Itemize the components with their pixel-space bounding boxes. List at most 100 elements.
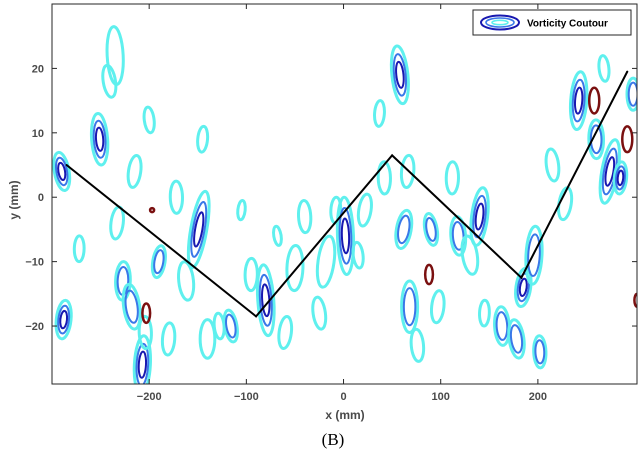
- contour-ring: [285, 244, 305, 293]
- contour-ring: [474, 202, 485, 231]
- contour-ring: [597, 54, 611, 83]
- plot-border: [51, 3, 638, 385]
- vorticity-contour: [54, 298, 73, 341]
- contour-ring: [397, 214, 411, 245]
- path-vertex: [65, 164, 68, 167]
- contour-ring: [587, 118, 606, 161]
- contour-ring: [573, 86, 584, 115]
- y-axis-ticks: −20 −10 0 10 20: [25, 63, 637, 333]
- y-tick-label: 20: [32, 63, 44, 75]
- contour-ring: [516, 272, 530, 303]
- contour-ring: [94, 126, 105, 152]
- vorticity-contour: [394, 208, 414, 250]
- legend-swatch: [480, 14, 520, 31]
- contour-ring: [495, 311, 509, 341]
- vorticity-contour: [351, 240, 365, 270]
- vorticity-contour: [389, 44, 410, 106]
- contour-ring: [89, 112, 110, 167]
- vorticity-contour: [150, 244, 167, 280]
- contour-ring: [524, 224, 544, 286]
- contour-ring: [198, 318, 217, 360]
- contour-ring: [105, 25, 125, 86]
- contour-ring: [186, 189, 211, 270]
- contour-ring: [153, 249, 165, 275]
- contour-ring: [614, 165, 626, 191]
- contour-ring: [373, 99, 386, 128]
- vorticity-contour: [625, 76, 637, 112]
- vorticity-contour: [72, 234, 86, 264]
- vorticity-contour: [311, 295, 328, 331]
- y-axis-label: y (mm): [7, 180, 21, 219]
- path-vertex: [255, 315, 258, 318]
- vorticity-contour: [196, 124, 210, 154]
- vorticity-contour: [532, 334, 548, 370]
- vorticity-contour: [376, 160, 392, 196]
- contour-ring: [177, 260, 196, 302]
- contour-ring: [72, 234, 86, 264]
- contour-ring: [121, 282, 142, 331]
- contour-ring: [356, 192, 373, 228]
- path-vertex: [626, 70, 629, 73]
- vorticity-contour: [587, 118, 606, 161]
- x-axis-ticks: −200 −100 0 100 200: [137, 4, 547, 403]
- x-tick-label: −100: [234, 391, 259, 403]
- contour-ring: [57, 161, 67, 182]
- contour-ring: [460, 234, 480, 276]
- contour-ring: [571, 78, 586, 123]
- y-tick-label: 0: [38, 192, 44, 204]
- contour-ring: [258, 273, 273, 327]
- contour-ring: [544, 147, 561, 183]
- path-vertex: [391, 154, 394, 157]
- x-tick-label: 0: [340, 391, 346, 403]
- vorticity-contour: [460, 234, 480, 276]
- legend-box: [472, 9, 632, 36]
- contour-ring: [137, 314, 153, 351]
- y-tick-label: −20: [25, 321, 44, 333]
- contour-ring: [425, 216, 437, 242]
- contour-ring: [451, 220, 465, 251]
- contour-ring: [625, 76, 637, 112]
- x-tick-label: −200: [137, 391, 162, 403]
- negative-vorticity-contour: [141, 302, 152, 325]
- contour-ring: [54, 298, 73, 341]
- vorticity-contour: [137, 314, 153, 351]
- contour-ring: [338, 207, 353, 265]
- vorticity-contour: [524, 224, 544, 286]
- contour-ring: [532, 334, 548, 370]
- contour-ring: [52, 150, 72, 193]
- contour-ring: [160, 321, 177, 357]
- contour-ring: [351, 240, 365, 270]
- vorticity-contour: [296, 198, 313, 235]
- figure-caption: (B): [322, 430, 345, 449]
- contour-ring: [527, 233, 541, 278]
- contour-ring: [315, 234, 337, 289]
- contour-ring: [142, 105, 156, 135]
- contour-ring: [340, 217, 351, 255]
- vorticity-contour: [507, 318, 526, 360]
- contour-ring: [168, 179, 185, 215]
- vorticity-contour: [597, 54, 611, 83]
- contour-ring: [627, 81, 637, 107]
- negative-vorticity-contour: [148, 206, 156, 214]
- contour-ring: [534, 339, 546, 365]
- vorticity-contour: [105, 25, 125, 86]
- x-tick-label: 200: [529, 391, 547, 403]
- negative-vorticity-contour: [587, 86, 601, 115]
- vorticity-contour: [132, 334, 153, 384]
- vorticity-contour: [177, 260, 196, 302]
- contour-ring: [376, 160, 392, 196]
- vorticity-contour: [422, 212, 440, 247]
- x-tick-label: 100: [432, 391, 450, 403]
- contour-ring: [126, 153, 143, 189]
- vorticity-contour: [429, 289, 446, 325]
- contour-ring: [394, 208, 414, 250]
- contour-ring: [135, 342, 150, 384]
- vorticity-contour: [89, 112, 110, 167]
- legend-label: Vorticity Coutour: [527, 19, 608, 30]
- vorticity-contour: [444, 160, 460, 196]
- contour-ring: [568, 70, 589, 132]
- contour-ring: [255, 263, 276, 338]
- y-tick-label: −10: [25, 257, 44, 269]
- vorticity-contour: [142, 105, 156, 135]
- vorticity-contour: [400, 279, 420, 334]
